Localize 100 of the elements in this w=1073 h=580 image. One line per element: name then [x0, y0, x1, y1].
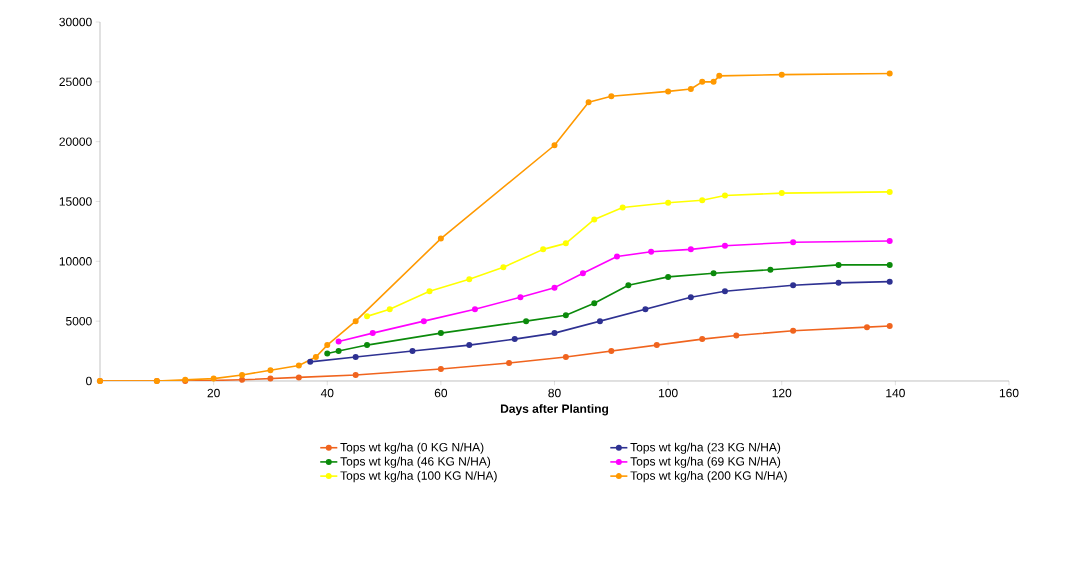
point: [437, 235, 444, 242]
point: [625, 282, 632, 289]
point: [665, 273, 672, 280]
point: [608, 93, 615, 100]
point: [295, 362, 302, 369]
point: [863, 324, 870, 331]
point: [687, 86, 694, 93]
y-tick-label: 0: [86, 376, 92, 386]
y-tick-label: 10000: [59, 257, 92, 266]
legend-label: Tops wt kg/ha (69 KG N/HA): [630, 456, 781, 469]
point: [585, 99, 592, 106]
point: [506, 360, 513, 367]
point: [540, 246, 547, 253]
point: [721, 192, 728, 199]
point: [710, 270, 717, 277]
point: [437, 330, 444, 337]
point: [591, 216, 598, 223]
point: [619, 204, 626, 211]
point: [324, 342, 331, 349]
point: [352, 372, 359, 379]
point: [687, 246, 694, 253]
point: [551, 142, 558, 149]
point: [886, 278, 893, 285]
y-tick-label: 5000: [66, 316, 92, 326]
point: [386, 306, 393, 313]
point: [665, 199, 672, 206]
point: [500, 264, 507, 271]
point: [352, 318, 359, 325]
point: [551, 284, 558, 291]
point: [699, 78, 706, 85]
point: [511, 336, 518, 343]
point: [886, 261, 893, 268]
x-tick-label: 160: [999, 388, 1019, 398]
point: [721, 288, 728, 295]
point: [733, 332, 740, 339]
point: [687, 294, 694, 301]
point: [312, 354, 319, 361]
point: [364, 313, 371, 320]
point: [778, 71, 785, 78]
legend-label: Tops wt kg/ha (100 KG N/HA): [340, 471, 497, 483]
legend-label: Tops wt kg/ha (200 KG N/HA): [630, 471, 787, 483]
point: [409, 348, 416, 355]
point: [790, 239, 797, 246]
point: [239, 376, 246, 383]
point: [562, 240, 569, 247]
point: [886, 188, 893, 195]
point: [710, 78, 717, 85]
point: [648, 248, 655, 255]
point: [653, 342, 660, 349]
point: [767, 266, 774, 273]
point: [614, 253, 620, 260]
point: [369, 330, 376, 337]
point: [295, 374, 302, 381]
point: [778, 190, 785, 197]
point: [307, 358, 314, 365]
point: [790, 327, 797, 334]
y-tick-label: 20000: [59, 137, 92, 146]
x-tick-label: 20: [207, 388, 220, 398]
y-tick-label: 25000: [59, 77, 92, 87]
point: [267, 375, 274, 382]
x-tick-label: 60: [434, 388, 448, 398]
y-tick-label: 15000: [59, 197, 92, 206]
point: [437, 366, 444, 373]
point: [335, 338, 342, 345]
point: [886, 322, 893, 329]
point: [835, 279, 842, 286]
point: [239, 372, 246, 379]
point: [426, 288, 433, 295]
point: [591, 300, 598, 307]
point: [886, 237, 893, 244]
legend-label: Tops wt kg/ha (46 KG N/HA): [340, 456, 491, 469]
point: [721, 242, 728, 249]
x-tick-label: 80: [548, 388, 561, 398]
x-axis-title: Days after Planting: [500, 404, 609, 416]
point: [551, 330, 558, 337]
point: [886, 70, 893, 77]
point: [335, 348, 342, 355]
point: [324, 350, 331, 357]
point: [466, 342, 473, 349]
point: [267, 367, 274, 374]
point: [790, 282, 797, 289]
point: [665, 88, 672, 95]
point: [364, 342, 371, 349]
legend-label: Tops wt kg/ha (23 KG N/HA): [630, 442, 781, 454]
point: [466, 276, 473, 283]
x-tick-label: 140: [886, 388, 905, 398]
point: [835, 261, 842, 268]
x-tick-label: 100: [659, 388, 678, 398]
point: [523, 318, 530, 325]
point: [596, 318, 603, 325]
point: [699, 336, 706, 343]
x-tick-label: 120: [772, 388, 792, 398]
point: [562, 354, 569, 361]
point: [420, 318, 427, 325]
point: [716, 72, 723, 79]
point: [210, 375, 217, 382]
point: [562, 312, 569, 319]
point: [642, 306, 649, 313]
x-tick-label: 40: [320, 388, 334, 398]
point: [517, 294, 524, 301]
